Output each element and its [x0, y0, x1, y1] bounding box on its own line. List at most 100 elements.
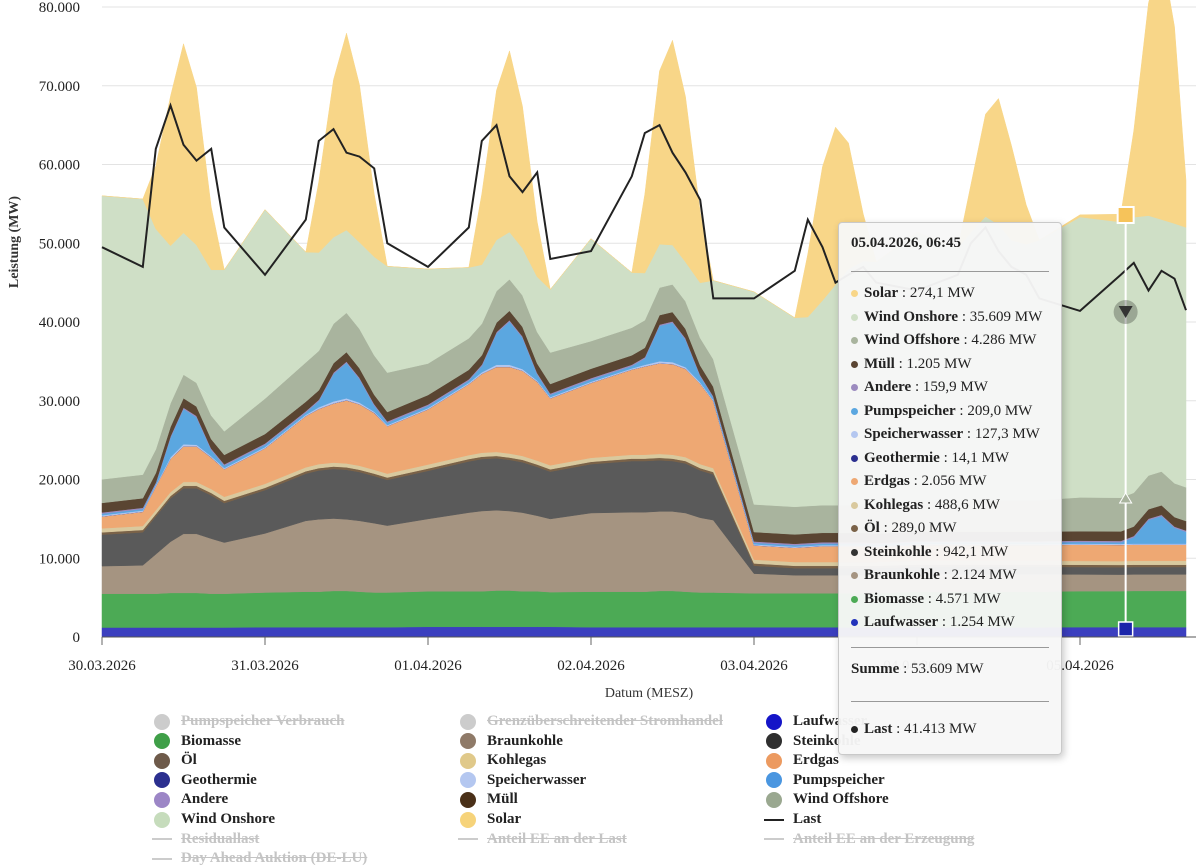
- legend-item-grenzueberschreitender-stromhandel[interactable]: Grenzüberschreitender Stromhandel: [458, 712, 723, 731]
- legend-label: Wind Onshore: [181, 811, 276, 827]
- area-solar: [101, 0, 1187, 319]
- tooltip-colon: :: [894, 355, 907, 372]
- legend-label: Braunkohle: [487, 732, 563, 749]
- legend-label: Anteil EE an der Last: [487, 830, 627, 847]
- legend-label: Solar: [487, 811, 522, 827]
- tooltip-series-name: Braunkohle: [864, 567, 940, 584]
- tooltip-series-dot: [851, 525, 858, 533]
- legend-item-andere[interactable]: Andere: [152, 790, 228, 809]
- legend-line-icon: [458, 830, 478, 848]
- tooltip-series-dot: [851, 313, 858, 321]
- legend-dot-icon: [458, 791, 478, 809]
- tooltip-colon: :: [955, 402, 968, 419]
- tooltip-colon: :: [938, 614, 950, 631]
- legend-item-pumpspeicher[interactable]: Pumpspeicher: [764, 771, 885, 790]
- legend-label: Last: [793, 811, 822, 827]
- legend-dot-icon: [152, 811, 172, 829]
- legend-item-pumpspeicher-verbrauch[interactable]: Pumpspeicher Verbrauch: [152, 712, 344, 731]
- legend-line-icon: [764, 830, 784, 848]
- legend-item-residuallast[interactable]: Residuallast: [152, 830, 259, 849]
- tooltip-divider: [851, 271, 1049, 272]
- legend-item-anteil-ee-an-der-last[interactable]: Anteil EE an der Last: [458, 830, 627, 849]
- legend-label: Müll: [487, 791, 518, 808]
- hover-marker-solar: [1116, 206, 1135, 224]
- legend-label: Andere: [181, 791, 229, 808]
- tooltip-colon: :: [939, 449, 952, 466]
- tooltip-series-value: 14,1 MW: [951, 449, 1009, 466]
- legend-dot-icon: [764, 791, 784, 809]
- hover-marker-laufwasser: [1117, 621, 1134, 637]
- tooltip-series-value: 274,1 MW: [909, 285, 975, 302]
- tooltip-series-name: Öl: [864, 520, 880, 537]
- y-tick-label: 0: [73, 630, 81, 646]
- legend-item-biomasse[interactable]: Biomasse: [152, 732, 241, 751]
- legend-item-speicherwasser[interactable]: Speicherwasser: [458, 771, 586, 790]
- tooltip-series-value: 942,1 MW: [943, 543, 1009, 560]
- tooltip-divider: [851, 646, 1049, 648]
- tooltip-series-dot: [851, 572, 858, 580]
- tooltip-series-dot: [851, 454, 858, 462]
- legend-item-kohlegas[interactable]: Kohlegas: [458, 751, 546, 770]
- y-tick-label: 20.000: [39, 473, 80, 489]
- legend-label: Biomasse: [181, 732, 241, 749]
- legend-item-geothermie[interactable]: Geothermie: [152, 771, 257, 790]
- tooltip-colon: :: [911, 379, 923, 396]
- tooltip-last-label: Last: [864, 721, 893, 738]
- tooltip-series-value: 4.571 MW: [935, 590, 1001, 607]
- legend-dot-icon: [458, 771, 478, 789]
- legend-label: Residuallast: [181, 830, 260, 847]
- x-tick-label: 01.04.2026: [394, 658, 462, 674]
- legend-dot-icon: [764, 771, 784, 789]
- legend-item-wind-offshore[interactable]: Wind Offshore: [764, 790, 889, 809]
- tooltip-series-name: Andere: [864, 379, 912, 396]
- tooltip-colon: :: [923, 496, 935, 513]
- tooltip-colon: :: [892, 721, 905, 738]
- legend-dot-icon: [764, 713, 784, 731]
- legend-item-solar[interactable]: Solar: [458, 810, 521, 829]
- tooltip-last-row: Last : 41.413 MW: [851, 718, 1049, 742]
- tooltip-row: Laufwasser : 1.254 MW: [851, 611, 1049, 635]
- legend-item-muell[interactable]: Müll: [458, 790, 518, 809]
- tooltip-series-dot: [851, 619, 858, 627]
- legend-item-last[interactable]: Last: [764, 810, 821, 829]
- tooltip-series-dot: [851, 407, 858, 415]
- tooltip-colon: :: [939, 567, 952, 584]
- tooltip-colon: :: [879, 520, 892, 537]
- tooltip-series-value: 4.286 MW: [971, 332, 1037, 349]
- x-tick-label: 31.03.2026: [231, 658, 299, 674]
- legend-item-anteil-ee-an-der-erzeugung[interactable]: Anteil EE an der Erzeugung: [764, 830, 974, 849]
- tooltip-row: Wind Offshore : 4.286 MW: [851, 329, 1049, 353]
- tooltip-row: Öl : 289,0 MW: [851, 517, 1049, 541]
- tooltip-total-row: Summe : 53.609 MW: [851, 658, 1049, 682]
- tooltip-series-dot: [851, 501, 858, 509]
- legend-dot-icon: [458, 713, 478, 731]
- legend-item-braunkohle[interactable]: Braunkohle: [458, 732, 563, 751]
- hover-marker-offshore: [1118, 492, 1133, 504]
- tooltip-colon: :: [958, 308, 970, 325]
- legend-item-day-ahead-auktion-de-lu[interactable]: Day Ahead Auktion (DE-LU): [152, 849, 367, 868]
- y-tick-label: 70.000: [39, 79, 80, 95]
- tooltip-series-name: Müll: [864, 355, 895, 372]
- legend-label: Geothermie: [181, 771, 257, 788]
- legend-dot-icon: [764, 752, 784, 770]
- x-tick-label: 30.03.2026: [68, 658, 136, 674]
- tooltip-series-name: Steinkohle: [864, 543, 932, 560]
- legend-item-erdgas[interactable]: Erdgas: [764, 751, 839, 770]
- legend-line-icon: [764, 811, 784, 829]
- legend-dot-icon: [152, 771, 172, 789]
- tooltip-series-dot: [851, 337, 858, 345]
- legend-dot-icon: [152, 732, 172, 750]
- legend-dot-icon: [458, 811, 478, 829]
- x-tick-label: 02.04.2026: [557, 658, 625, 674]
- y-tick-label: 30.000: [39, 394, 80, 410]
- legend-item-wind-onshore[interactable]: Wind Onshore: [152, 810, 275, 829]
- tooltip-series-name: Biomasse: [864, 590, 924, 607]
- y-axis-title: Leistung (MW): [7, 196, 22, 289]
- legend-line-icon: [152, 830, 172, 848]
- legend-label: Öl: [181, 752, 197, 769]
- tooltip-series-value: 159,9 MW: [922, 379, 988, 396]
- legend-item-oel[interactable]: Öl: [152, 751, 197, 770]
- tooltip-series-dot: [851, 478, 858, 486]
- hover-marker-last: [1118, 306, 1133, 318]
- tooltip-row: Pumpspeicher : 209,0 MW: [851, 400, 1049, 424]
